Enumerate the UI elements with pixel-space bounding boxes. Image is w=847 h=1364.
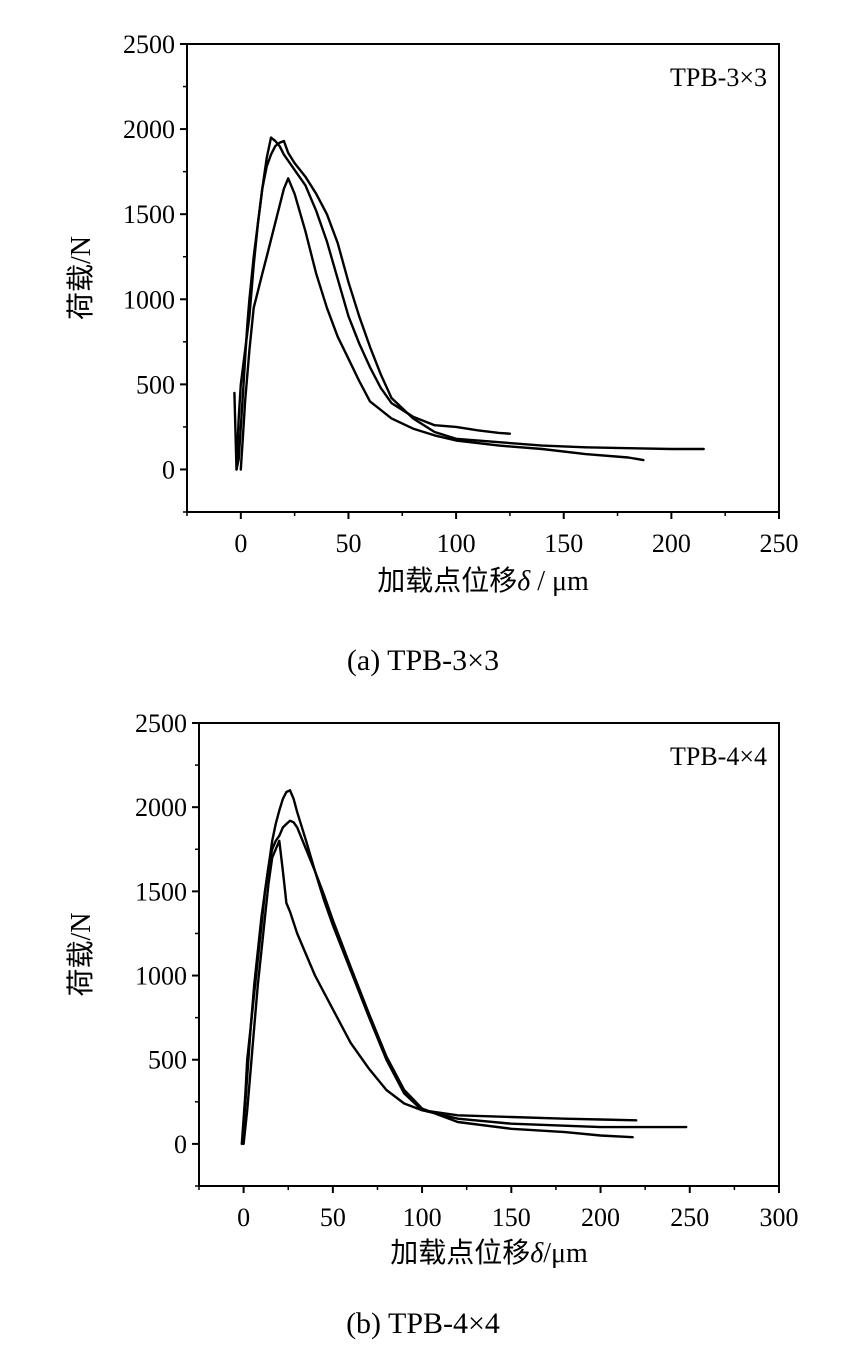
series-line-3 bbox=[242, 839, 638, 1146]
chart-caption: (a) TPB-3×3 bbox=[347, 644, 499, 677]
chart-title: TPB-3×3 bbox=[670, 63, 767, 92]
x-axis-title-symbol: δ bbox=[530, 1238, 544, 1269]
y-tick-label: 2500 bbox=[123, 30, 175, 59]
plot-frame bbox=[186, 43, 780, 513]
y-axis-title: 荷载/N bbox=[65, 912, 97, 996]
series-line-2 bbox=[242, 819, 634, 1139]
x-tick-label: 250 bbox=[670, 1203, 709, 1232]
y-tick-label: 1500 bbox=[123, 200, 175, 229]
y-axis-title: 荷载/N bbox=[65, 236, 97, 320]
y-tick-label: 1000 bbox=[123, 285, 175, 314]
y-tick-label: 2500 bbox=[135, 709, 187, 738]
y-tick-label: 500 bbox=[136, 370, 175, 399]
y-tick-label: 2000 bbox=[135, 793, 187, 822]
series-line-1 bbox=[240, 789, 688, 1146]
y-tick-label: 0 bbox=[162, 455, 175, 484]
x-tick-label: 200 bbox=[652, 529, 691, 558]
x-tick-label: 150 bbox=[492, 1203, 531, 1232]
y-tick-label: 1000 bbox=[135, 962, 187, 991]
series-line-3 bbox=[239, 177, 645, 471]
x-tick-label: 200 bbox=[581, 1203, 620, 1232]
y-tick-label: 2000 bbox=[123, 115, 175, 144]
x-tick-label: 100 bbox=[403, 1203, 442, 1232]
x-axis-title-unit: /μm bbox=[543, 1238, 588, 1269]
x-axis-title-main: 加载点位移 bbox=[377, 565, 517, 597]
chart-panel-1: 0 50 100 150 200 25005001000150020002500TPB-3… bbox=[65, 30, 799, 677]
x-tick-label: 100 bbox=[437, 529, 476, 558]
x-axis-title-symbol: δ bbox=[517, 566, 531, 597]
x-axis-title: 加载点位移δ/μm bbox=[390, 1237, 588, 1269]
plot-frame bbox=[198, 722, 780, 1187]
y-tick-label: 500 bbox=[148, 1046, 187, 1075]
x-tick-label: 150 bbox=[544, 529, 583, 558]
x-axis-title: 加载点位移δ / μm bbox=[377, 565, 589, 597]
chart-caption: (b) TPB-4×4 bbox=[346, 1307, 500, 1340]
y-tick-label: 1500 bbox=[135, 877, 187, 906]
x-axis-title-main: 加载点位移 bbox=[390, 1237, 530, 1269]
series-line-2 bbox=[233, 139, 705, 471]
chart-title: TPB-4×4 bbox=[670, 742, 767, 771]
y-tick-label: 0 bbox=[174, 1130, 187, 1159]
series-line-1 bbox=[235, 136, 512, 471]
x-tick-label: 50 bbox=[335, 529, 361, 558]
x-tick-label: 300 bbox=[760, 1203, 799, 1232]
x-tick-label: 250 bbox=[760, 529, 799, 558]
x-tick-label: 0 bbox=[234, 529, 247, 558]
x-tick-label: 0 bbox=[237, 1203, 250, 1232]
chart-panel-2: 0 50 100 150 200 250 300 0 500 1000 1500 2000 2500 TP… bbox=[65, 709, 799, 1340]
x-tick-label: 50 bbox=[320, 1203, 346, 1232]
x-axis-title-unit: / μm bbox=[530, 566, 589, 597]
